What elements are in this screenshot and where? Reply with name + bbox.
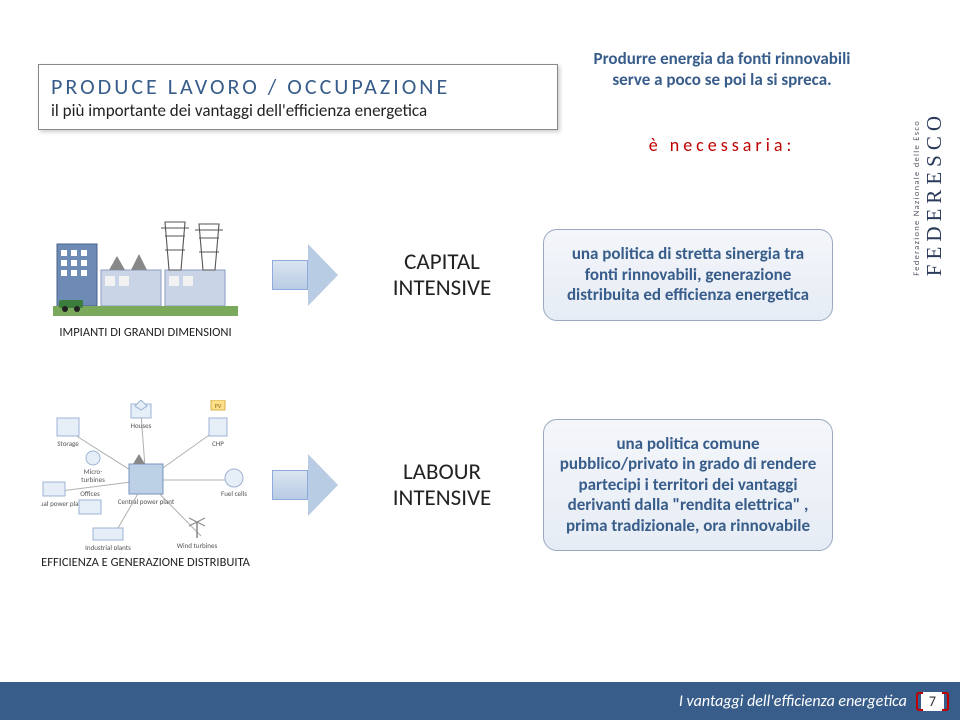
policy-box-1: una politica di stretta sinergia tra fon… (543, 229, 833, 320)
arrow-1 (269, 240, 341, 310)
svg-text:Fuel cells: Fuel cells (221, 489, 247, 498)
svg-text:Central power plant: Central power plant (117, 497, 174, 506)
svg-text:Houses: Houses (130, 421, 151, 430)
svg-text:PV: PV (214, 402, 221, 410)
logo-main: FEDERESCO (922, 111, 947, 276)
necessaria-label: è necessaria: (592, 134, 852, 156)
row-capital-intensive: IMPIANTI DI GRANDI DIMENSIONI CAPITAL IN… (38, 180, 858, 370)
distributed-grid-icon: Central power plant Storage Houses CHP F… (41, 400, 251, 550)
mid-label-labour: LABOUR INTENSIVE (357, 459, 527, 512)
svg-text:CHP: CHP (212, 439, 224, 448)
labour-line2: INTENSIVE (357, 485, 527, 511)
row-labour-intensive: Central power plant Storage Houses CHP F… (38, 385, 858, 585)
svg-text:Offices: Offices (80, 489, 100, 498)
page-title: PRODUCE LAVORO / OCCUPAZIONE (51, 73, 545, 100)
sidebar-logo: Federazione Nazionale delle Esco FEDERES… (908, 36, 948, 276)
logo-subtitle: Federazione Nazionale delle Esco (912, 120, 922, 276)
page-subtitle: il più importante dei vantaggi dell'effi… (51, 100, 545, 121)
illustration-caption-1: IMPIANTI DI GRANDI DIMENSIONI (59, 326, 231, 340)
svg-text:Storage: Storage (57, 439, 79, 448)
svg-text:Industrial plants: Industrial plants (85, 543, 131, 550)
illustration-power-plant: IMPIANTI DI GRANDI DIMENSIONI (38, 210, 253, 340)
intro-text: Produrre energia da fonti rinnovabili se… (592, 48, 852, 90)
svg-text:turbines: turbines (81, 475, 105, 484)
power-plant-icon (53, 210, 238, 320)
footer-bar: I vantaggi dell'efficienza energetica 7 (0, 682, 960, 720)
capital-line2: INTENSIVE (357, 275, 527, 301)
illustration-caption-2: EFFICIENZA E GENERAZIONE DISTRIBUITA (41, 556, 250, 570)
capital-line1: CAPITAL (357, 249, 527, 275)
page-number: 7 (921, 692, 944, 711)
illustration-distributed-grid: Central power plant Storage Houses CHP F… (38, 400, 253, 570)
policy-box-2: una politica comune pubblico/privato in … (543, 419, 833, 551)
mid-label-capital: CAPITAL INTENSIVE (357, 249, 527, 302)
footer-text: I vantaggi dell'efficienza energetica (679, 692, 907, 711)
labour-line1: LABOUR (357, 459, 527, 485)
title-box: PRODUCE LAVORO / OCCUPAZIONE il più impo… (38, 64, 558, 130)
svg-text:Wind turbines: Wind turbines (176, 541, 217, 550)
arrow-2 (269, 450, 341, 520)
